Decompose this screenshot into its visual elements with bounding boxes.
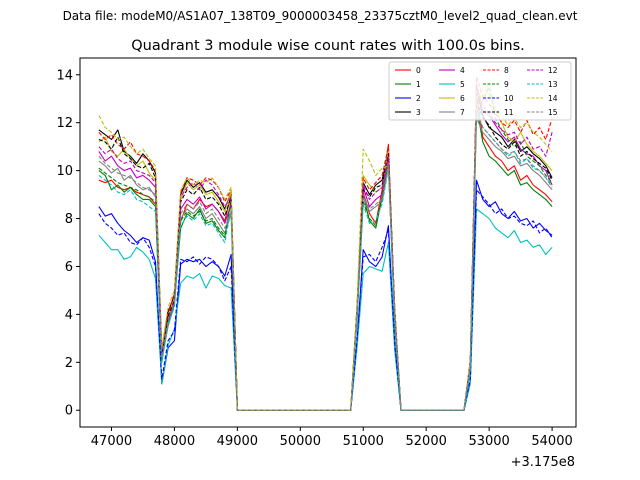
legend-label-3: 3	[416, 108, 421, 117]
legend-label-5: 5	[460, 80, 465, 89]
x-tick-label: 53000	[468, 434, 509, 449]
x-tick-label: 50000	[280, 434, 321, 449]
legend-label-1: 1	[416, 80, 421, 89]
legend-label-10: 10	[504, 94, 514, 103]
y-tick-label: 12	[56, 116, 73, 131]
legend-label-7: 7	[460, 108, 465, 117]
series-line-7	[98, 117, 553, 411]
series-line-11	[98, 100, 553, 411]
legend-label-9: 9	[504, 80, 509, 89]
legend-label-14: 14	[548, 94, 558, 103]
series-line-8	[98, 76, 553, 411]
y-tick-label: 2	[65, 356, 73, 371]
y-tick-label: 6	[65, 260, 73, 275]
series-line-9	[98, 86, 553, 411]
x-tick-label: 49000	[217, 434, 258, 449]
legend-box	[388, 61, 572, 121]
x-tick-label: 52000	[406, 434, 447, 449]
axes-frame	[79, 57, 577, 428]
chart-title: Quadrant 3 module wise count rates with …	[131, 38, 525, 54]
series-line-10	[98, 189, 553, 411]
legend-label-11: 11	[504, 108, 514, 117]
x-tick-label: 51000	[343, 434, 384, 449]
y-tick-label: 14	[56, 68, 73, 83]
y-tick-label: 4	[65, 308, 73, 323]
series-line-6	[98, 88, 553, 411]
legend-label-2: 2	[416, 94, 421, 103]
series-line-15	[98, 112, 553, 411]
legend-label-12: 12	[548, 66, 558, 75]
y-tick-label: 10	[56, 164, 73, 179]
legend-label-4: 4	[460, 66, 465, 75]
series-line-14	[98, 81, 553, 411]
series-line-13	[98, 110, 553, 411]
legend-label-15: 15	[548, 108, 558, 117]
y-tick-label: 8	[65, 212, 73, 227]
series-line-3	[98, 88, 553, 411]
x-tick-label: 48000	[154, 434, 195, 449]
series-line-5	[98, 208, 553, 411]
legend-label-0: 0	[416, 66, 421, 75]
x-tick-label: 47000	[91, 434, 132, 449]
series-line-12	[98, 86, 553, 411]
plot-area: 47000 48000 49000 50000 51000 52000 53000 54000…	[56, 57, 577, 449]
legend-label-6: 6	[460, 94, 465, 103]
chart-suptitle: Data file: modeM0/AS1A07_138T09_90000034…	[63, 9, 578, 23]
series-line-1	[98, 105, 553, 411]
legend-label-13: 13	[548, 80, 558, 89]
series-line-0	[98, 93, 553, 411]
x-axis-offset-label: +3.175e8	[511, 455, 575, 470]
legend-label-8: 8	[504, 66, 509, 75]
y-tick-label: 0	[65, 404, 73, 419]
x-tick-label: 54000	[531, 434, 572, 449]
